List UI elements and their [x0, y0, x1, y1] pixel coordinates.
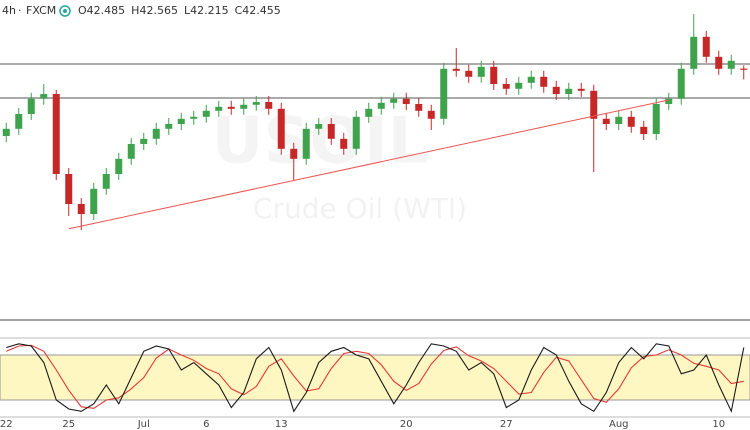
- candle-body: [665, 98, 673, 104]
- candle-body: [527, 76, 535, 83]
- candle-body: [190, 116, 198, 119]
- candle-body: [352, 116, 360, 149]
- candle-body: [202, 110, 210, 117]
- x-tick-label: 13: [275, 419, 288, 430]
- candle-body: [252, 102, 260, 105]
- x-tick-label: 20: [400, 419, 413, 430]
- candle-body: [727, 60, 735, 69]
- candle-body: [402, 98, 410, 104]
- candle-body: [115, 158, 123, 174]
- candle-body: [27, 98, 35, 114]
- separator: ·: [18, 4, 22, 17]
- candle-body: [677, 68, 685, 99]
- watermark-description: Crude Oil (WTI): [253, 192, 467, 225]
- legend-value: 42.485: [87, 4, 126, 17]
- candle-body: [315, 124, 323, 129]
- x-tick-label: Jul: [137, 419, 150, 430]
- x-tick-label: 25: [62, 419, 75, 430]
- stochastic-line: [6, 343, 745, 414]
- candle-body: [215, 106, 223, 111]
- source: FXCM: [26, 4, 56, 17]
- candle-body: [690, 36, 698, 69]
- candle-body: [227, 106, 235, 109]
- candle-body: [177, 118, 185, 124]
- candle-body: [127, 144, 135, 159]
- candle-body: [590, 90, 598, 119]
- legend-item: L42.215: [184, 4, 229, 17]
- candle-body: [540, 76, 548, 87]
- candle-body: [415, 104, 423, 111]
- candle-body: [515, 82, 523, 89]
- candle-body: [240, 104, 248, 109]
- candle-body: [40, 94, 48, 99]
- candle-body: [577, 88, 585, 91]
- candle-body: [165, 124, 173, 129]
- candle-body: [552, 86, 560, 94]
- candle-body: [640, 126, 648, 134]
- candle-body: [377, 102, 385, 109]
- candle-body: [740, 68, 748, 70]
- candle-body: [490, 66, 498, 84]
- candle-body: [627, 116, 635, 127]
- candle-body: [65, 174, 73, 204]
- candle-body: [477, 66, 485, 77]
- candle-body: [440, 68, 448, 119]
- candle-body: [340, 138, 348, 149]
- candle-body: [52, 94, 60, 174]
- candle-body: [452, 68, 460, 71]
- legend-item: H42.565: [131, 4, 178, 17]
- candle-body: [102, 174, 110, 189]
- x-tick-label: 6: [203, 419, 209, 430]
- candle-body: [90, 188, 98, 214]
- candle-body: [15, 114, 23, 129]
- legend-label: L: [184, 4, 191, 17]
- x-tick-label: 27: [500, 419, 513, 430]
- legend-label: H: [131, 4, 139, 17]
- stochastic-line: [6, 344, 744, 409]
- candle-body: [265, 102, 273, 109]
- x-tick-label: Aug: [609, 419, 629, 430]
- legend-label: O: [78, 4, 87, 17]
- candle-body: [390, 98, 398, 103]
- legend-value: 42.215: [190, 4, 229, 17]
- status-dot: [63, 9, 67, 13]
- interval: 4h: [2, 4, 16, 17]
- candle-body: [140, 138, 148, 144]
- candle-body: [2, 128, 10, 136]
- header: 4h · FXCM: [2, 4, 71, 17]
- candle-body: [277, 108, 285, 149]
- x-tick-label: 10: [712, 419, 725, 430]
- candle-body: [427, 110, 435, 119]
- legend-value: 42.565: [139, 4, 178, 17]
- candle-body: [702, 36, 710, 57]
- candle-body: [615, 116, 623, 124]
- candle-body: [565, 88, 573, 94]
- candle-body: [290, 148, 298, 159]
- legend-value: 42.455: [242, 4, 281, 17]
- legend-item: O42.485: [78, 4, 125, 17]
- candle-body: [602, 118, 610, 124]
- candle-body: [715, 56, 723, 69]
- candle-body: [365, 108, 373, 117]
- watermark-symbol: USOIL: [211, 105, 428, 179]
- candle-body: [502, 84, 510, 89]
- candle-body: [327, 124, 335, 139]
- candle-body: [77, 204, 85, 214]
- legend-item: C42.455: [235, 4, 281, 17]
- candle-body: [465, 70, 473, 77]
- legend-label: C: [235, 4, 243, 17]
- trendline: [68, 99, 669, 230]
- candle-body: [652, 104, 660, 134]
- x-tick-label: 22: [0, 419, 13, 430]
- candle-body: [302, 128, 310, 159]
- candle-body: [152, 128, 160, 139]
